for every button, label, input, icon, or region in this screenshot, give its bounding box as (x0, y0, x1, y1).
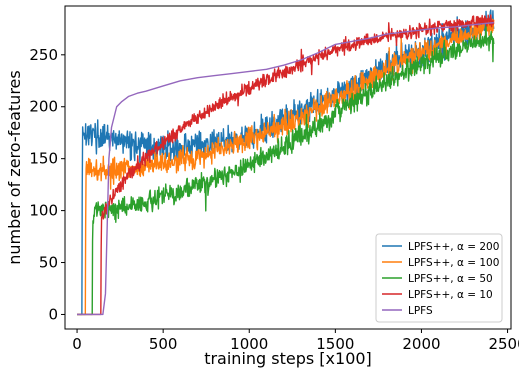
legend-label-1: LPFS++, α = 200 (408, 241, 499, 253)
series-line-5 (77, 21, 494, 316)
legend-label-3: LPFS++, α = 50 (408, 273, 493, 285)
x-tick-label: 0 (72, 335, 82, 353)
y-axis: 0 50 100 150 200 250 (29, 46, 65, 323)
legend-box (375, 233, 503, 323)
y-axis-label: number of zero-features (5, 70, 24, 264)
legend-label-2: LPFS++, α = 100 (408, 257, 499, 269)
x-axis-label: training steps [x100] (204, 349, 372, 368)
legend-label-5: LPFS (408, 305, 433, 317)
y-tick-label: 50 (39, 254, 58, 272)
y-tick-label: 200 (29, 98, 58, 116)
y-tick-label: 250 (29, 46, 58, 64)
y-tick-label: 150 (29, 150, 58, 168)
x-tick-label: 1000 (230, 335, 268, 353)
series-line-2 (77, 17, 495, 316)
legend: LPFS++, α = 200 LPFS++, α = 100 LPFS++, α … (375, 233, 503, 323)
series-line-3 (77, 25, 495, 316)
x-tick-label: 2000 (402, 335, 440, 353)
series-line-4 (77, 14, 495, 316)
x-tick-label: 1500 (316, 335, 354, 353)
y-tick-label: 100 (29, 202, 58, 220)
x-tick-label: 500 (149, 335, 178, 353)
y-tick-label: 0 (48, 305, 58, 323)
plot-area (77, 9, 495, 316)
axes-frame (64, 5, 512, 330)
legend-label-4: LPFS++, α = 10 (408, 289, 493, 301)
